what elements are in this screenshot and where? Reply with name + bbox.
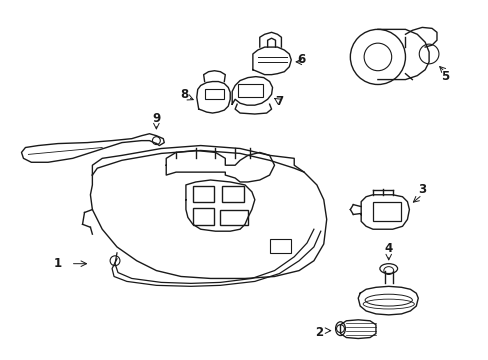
Text: 7: 7 — [275, 95, 283, 108]
Text: 4: 4 — [384, 242, 392, 255]
Text: 3: 3 — [417, 183, 426, 196]
Bar — [269, 239, 291, 253]
Bar — [238, 84, 262, 97]
Bar — [222, 186, 244, 202]
Bar — [220, 210, 247, 225]
Text: 5: 5 — [440, 70, 448, 83]
Bar — [204, 89, 224, 99]
Text: 9: 9 — [152, 112, 160, 125]
Text: 6: 6 — [296, 53, 305, 66]
Text: 1: 1 — [54, 257, 62, 270]
Text: 2: 2 — [314, 326, 322, 339]
Bar — [192, 186, 214, 202]
Text: 8: 8 — [180, 88, 188, 101]
Bar — [372, 202, 400, 221]
Bar — [192, 208, 214, 225]
